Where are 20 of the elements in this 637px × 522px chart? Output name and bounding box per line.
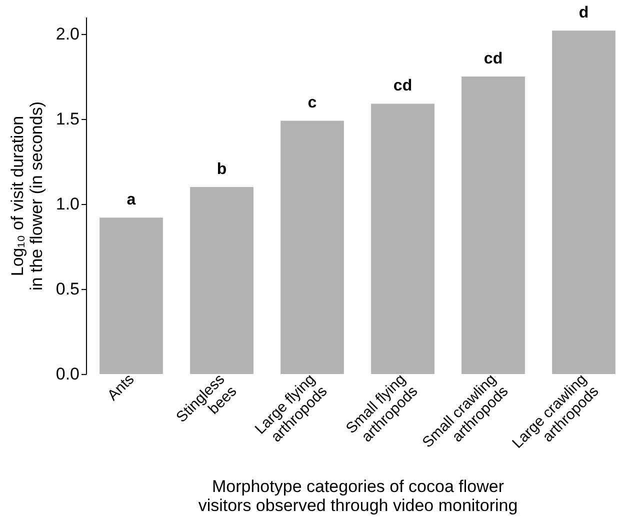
y-tick-label: 2.0 — [56, 24, 80, 44]
bar — [371, 104, 434, 374]
bar — [190, 187, 254, 374]
x-axis-title: Morphotype categories of cocoa flower visitors observed through video monitoring — [198, 477, 518, 516]
annotation: cd — [393, 78, 412, 95]
bar — [100, 218, 163, 374]
annotation: d — [578, 4, 589, 22]
y-tick-label: 0.5 — [56, 280, 80, 298]
y-tick-label: 0.0 — [56, 364, 80, 384]
annotation: c — [308, 94, 317, 112]
x-tick-label: Ants — [104, 370, 138, 404]
y-axis-title: Log₁₀ of visit duration in the flower (in seconds) — [8, 102, 46, 290]
bar — [280, 120, 344, 374]
annotation: cd — [484, 50, 503, 68]
y-tick-label: 1.0 — [56, 194, 80, 214]
bar — [462, 76, 525, 374]
annotation: a — [126, 192, 136, 209]
bar — [552, 30, 616, 374]
y-tick-label: 1.5 — [56, 110, 80, 128]
annotation: b — [216, 161, 227, 178]
